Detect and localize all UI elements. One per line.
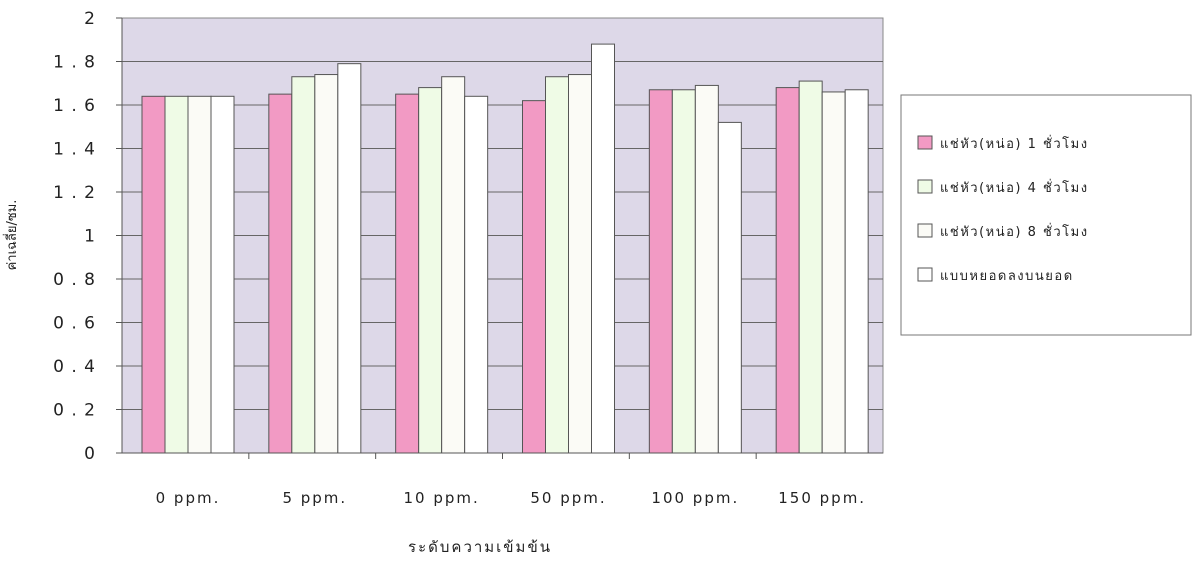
y-tick-label: 1 . 4 [53, 140, 96, 160]
y-tick-label: 1 . 2 [53, 183, 96, 203]
y-tick-labels: 0 0 . 2 0 . 4 0 . 6 0 . 8 1 1 . 2 1 . 4 1 . 6 1 .… [53, 9, 122, 464]
legend-label: แช่หัว(หน่อ) 4 ชั่วโมง [940, 179, 1089, 196]
bar [441, 76, 466, 454]
x-tick-label: 0 ppm. [156, 489, 221, 507]
legend-swatch [917, 135, 933, 150]
bar [568, 74, 592, 454]
y-tick-label: 0 . 2 [53, 401, 96, 421]
legend-swatch [917, 179, 933, 194]
x-tick-label: 100 ppm. [651, 489, 739, 507]
legend-swatch [917, 267, 933, 282]
x-axis-title: ระดับความเข้มข้น [408, 538, 552, 556]
legend-box [900, 94, 1192, 336]
bar [821, 91, 846, 454]
bar [464, 95, 489, 454]
bar [418, 87, 443, 454]
bar [210, 95, 235, 454]
x-tick-label: 150 ppm. [778, 489, 866, 507]
x-tick-label: 5 ppm. [282, 489, 347, 507]
x-tick-labels: 0 ppm. 5 ppm. 10 ppm. 50 ppm. 100 ppm. 150 pp… [156, 453, 866, 507]
y-tick-label: 1 . 8 [53, 53, 96, 73]
x-tick-label: 10 ppm. [404, 489, 480, 507]
bar [648, 89, 673, 454]
y-tick-label: 0 [84, 444, 96, 464]
bar [268, 93, 293, 454]
bar [187, 95, 212, 454]
y-tick-label: 1 . 6 [53, 96, 96, 116]
bar [671, 89, 696, 454]
y-tick-label: 0 . 6 [53, 314, 96, 334]
y-tick-label: 0 . 4 [53, 357, 96, 377]
y-tick-label: 0 . 8 [53, 270, 96, 290]
bar [694, 84, 719, 454]
bar [314, 74, 339, 454]
legend-label: แบบหยอดลงบนยอด [940, 269, 1074, 284]
y-tick-label: 2 [84, 9, 96, 29]
bar [775, 87, 800, 454]
legend-swatch [917, 223, 933, 238]
bar [798, 80, 823, 454]
bar [844, 89, 869, 454]
bar [337, 63, 362, 454]
legend-label: แช่หัว(หน่อ) 8 ชั่วโมง [940, 223, 1089, 240]
bars [141, 43, 869, 454]
gridlines [122, 61, 883, 410]
bar [591, 43, 615, 454]
y-tick-label: 1 [84, 227, 96, 247]
bar [164, 95, 189, 454]
bar [291, 76, 316, 454]
bar [522, 100, 546, 454]
x-tick-label: 50 ppm. [530, 489, 606, 507]
bar [141, 95, 166, 454]
legend-label: แช่หัว(หน่อ) 1 ชั่วโมง [940, 135, 1089, 152]
y-axis-title: ค่าเฉลี่ย/ซม. [3, 200, 20, 271]
bar [717, 121, 742, 454]
bar [395, 93, 420, 454]
bar [545, 76, 569, 454]
